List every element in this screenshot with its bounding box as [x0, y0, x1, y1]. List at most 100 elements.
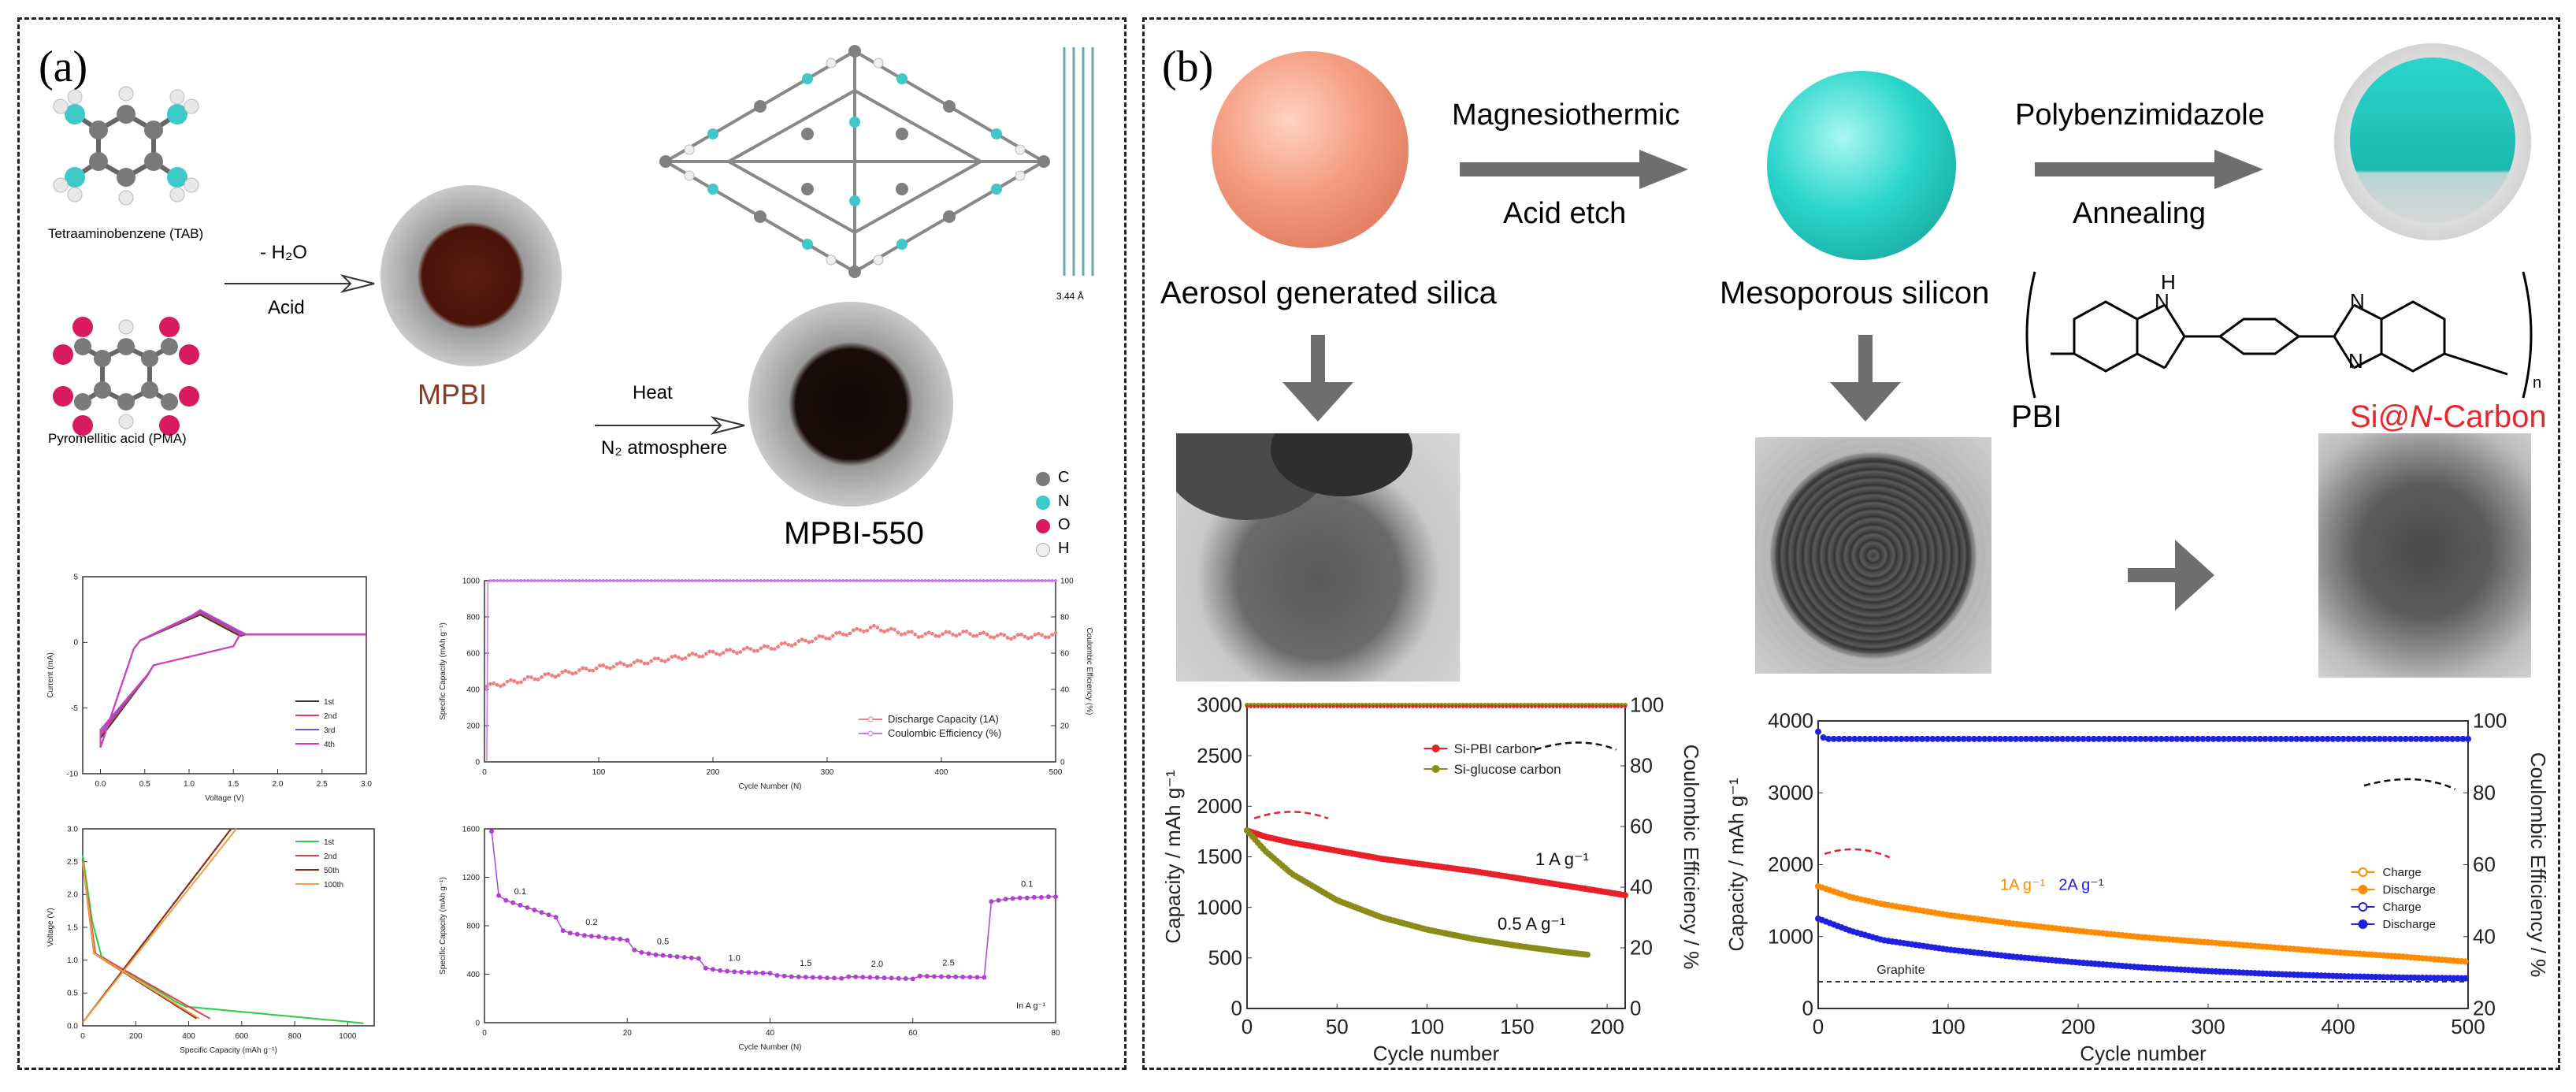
coulombic-efficiency-point [1040, 579, 1044, 582]
x-axis-label: Cycle Number (N) [738, 782, 801, 791]
ce-point [1955, 735, 1962, 742]
ce-point [1903, 735, 1910, 742]
y-tick-label: 1.5 [67, 923, 78, 932]
rate-point [553, 915, 559, 920]
ce-point [2293, 735, 2300, 742]
ce-point [2314, 735, 2321, 742]
coulombic-efficiency-point [735, 579, 739, 582]
discharge-capacity-point [837, 630, 842, 635]
ce-point [2309, 735, 2315, 742]
coulombic-efficiency-point [913, 579, 917, 582]
discharge-capacity-point [789, 644, 794, 648]
ce-point [2272, 735, 2279, 742]
rate-point [674, 954, 680, 960]
rate-point [825, 975, 830, 981]
discharge-capacity-point [560, 670, 564, 674]
coulombic-efficiency-point [951, 579, 955, 582]
discharge-capacity-point [652, 656, 657, 661]
ce-point [2262, 735, 2269, 742]
ce-point-pbi [1540, 704, 1544, 708]
discharge-capacity-point [666, 657, 670, 662]
discharge-capacity-point [515, 681, 520, 685]
discharge-capacity-point [878, 628, 883, 633]
coulombic-efficiency-point [844, 579, 848, 582]
ce-point [2433, 735, 2441, 742]
ce-point-pbi [1580, 704, 1584, 708]
discharge-capacity-point [824, 636, 828, 641]
ce-point-pbi [1429, 704, 1433, 708]
rate-point [867, 975, 873, 980]
ce-point [2220, 735, 2227, 742]
ce-point [2194, 735, 2201, 742]
discharge-capacity-point [858, 628, 863, 633]
y2-tick-label: 0 [1060, 758, 1065, 767]
coulombic-efficiency-point [811, 579, 815, 582]
ce-point [2002, 735, 2009, 742]
x-tick-label: 1000 [339, 1032, 357, 1041]
silicon-sphere [1767, 71, 1956, 260]
coulombic-efficiency-point [978, 579, 982, 582]
rate-point [560, 928, 566, 934]
ce-point-pbi [1555, 704, 1559, 708]
rate-point [667, 953, 673, 959]
discharge-capacity-point [804, 638, 807, 643]
coulombic-efficiency-point [783, 579, 787, 582]
ce-point [2231, 735, 2237, 742]
coulombic-efficiency-point [948, 579, 952, 582]
discharge-capacity-point [711, 649, 715, 654]
ce-point-pbi [1253, 704, 1256, 708]
ce-point-pbi [1303, 704, 1307, 708]
ce-point-pbi [1519, 704, 1523, 708]
ce-point [2241, 735, 2248, 742]
coulombic-efficiency-point [704, 579, 708, 582]
coulombic-efficiency-point [488, 579, 492, 582]
discharge-capacity-point [614, 662, 619, 667]
ce-point [1872, 735, 1879, 742]
ce-point [2043, 735, 2051, 742]
ce-point [2059, 735, 2066, 742]
discharge-capacity-point [502, 682, 507, 687]
legend-marker [867, 730, 874, 737]
coulombic-efficiency-point [543, 579, 547, 582]
coulombic-efficiency-point [930, 579, 934, 582]
rate-point [960, 975, 966, 980]
coulombic-efficiency-point [923, 579, 927, 582]
ce-point-pbi [1418, 704, 1422, 708]
rate-point [910, 976, 915, 982]
rate-annotation-1: 1 A g⁻¹ [1535, 849, 1589, 869]
legend-marker [1431, 745, 1440, 752]
ce-point [1861, 735, 1869, 742]
discharge-capacity-point [505, 679, 510, 684]
ce-point-pbi [1397, 704, 1400, 708]
coulombic-efficiency-point [595, 579, 599, 582]
coulombic-efficiency-point [697, 579, 701, 582]
discharge-capacity-point [903, 631, 907, 636]
coulombic-efficiency-point [529, 579, 533, 582]
ce-point-pbi [1256, 704, 1260, 708]
legend-label: Discharge Capacity (1A) [888, 713, 999, 725]
b-step2-bottom-label: Annealing [2073, 197, 2207, 230]
discharge-capacity-point [584, 667, 588, 670]
coulombic-efficiency-point [618, 579, 622, 582]
ce-point-pbi [1360, 704, 1364, 708]
y2-tick-label: 100 [1060, 577, 1074, 585]
discharge-capacity-point [731, 649, 736, 654]
rate-point [1010, 896, 1015, 901]
discharge-capacity-point [974, 633, 979, 638]
y-axis-label: Specific Capacity (mAh g⁻¹) [439, 622, 447, 720]
discharge-capacity-point [913, 632, 918, 637]
ce-point-pbi [1260, 704, 1264, 708]
ce-point-pbi [1306, 704, 1310, 708]
ce-point [2210, 735, 2217, 742]
rate-point [539, 910, 544, 916]
discharge-capacity-point [817, 634, 822, 638]
ce-point-pbi [1602, 704, 1605, 708]
ce-point-pbi [1331, 704, 1335, 708]
ce-point-pbi [1436, 704, 1440, 708]
ce-point-pbi [1274, 704, 1278, 708]
x-tick-label: 400 [2321, 1015, 2355, 1038]
discharge-capacity-point [957, 632, 962, 637]
x-tick-label: 400 [182, 1032, 195, 1041]
ce-point [1929, 735, 1936, 742]
discharge-capacity-point [566, 670, 571, 674]
